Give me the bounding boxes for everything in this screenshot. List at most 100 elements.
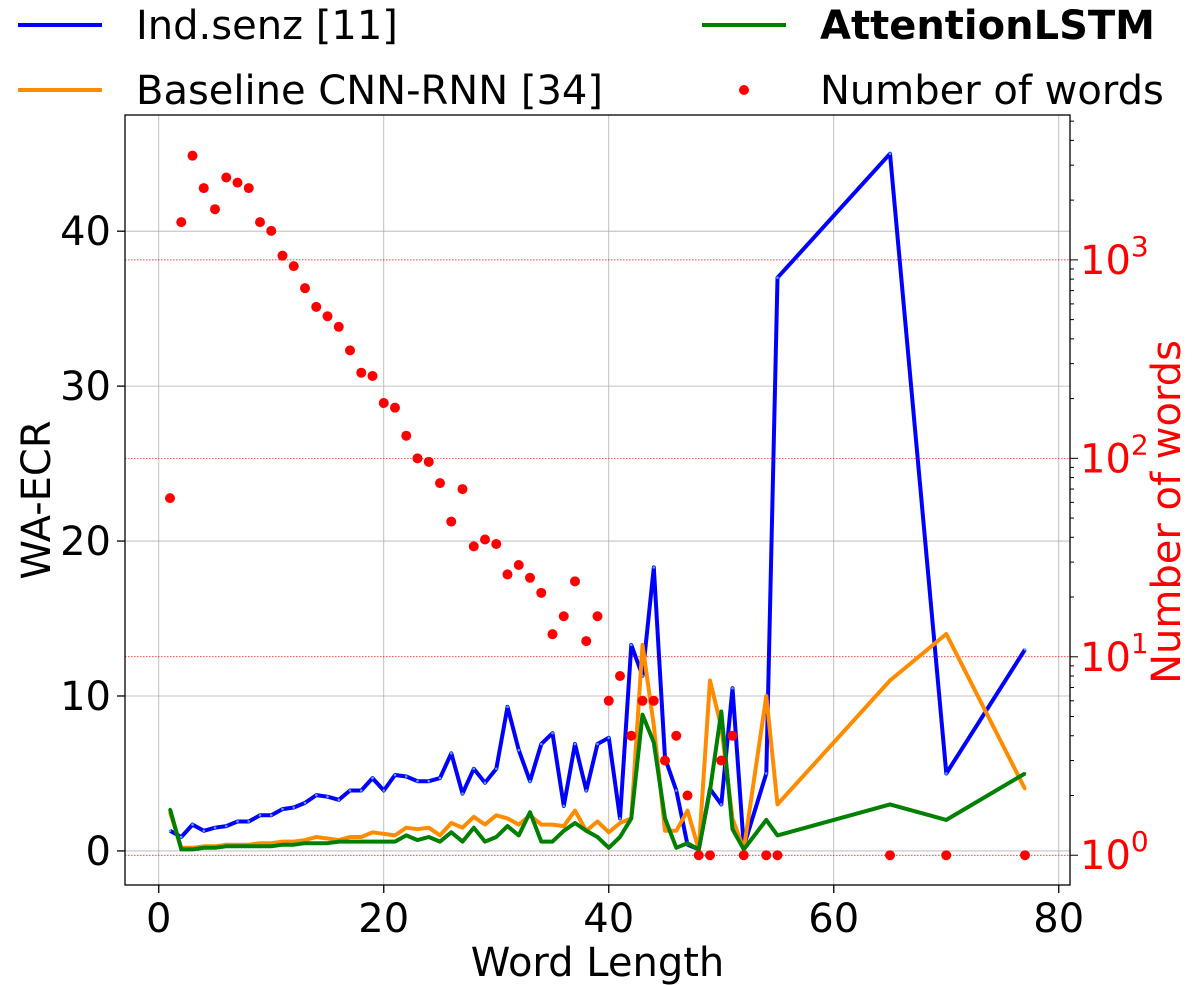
series-2-point-52 (764, 818, 768, 822)
series-1-point-25 (449, 821, 453, 825)
word-count-point-14 (322, 311, 333, 322)
word-count-point-18 (367, 370, 378, 381)
series-2-point-47 (697, 848, 701, 851)
series-2-point-39 (607, 846, 611, 850)
series-0-point-15 (337, 798, 341, 802)
series-0-point-41 (629, 643, 633, 647)
series-2-point-14 (326, 841, 329, 845)
series-2-point-7 (247, 844, 251, 848)
series-1-point-10 (281, 840, 284, 843)
series-1-point-19 (382, 832, 386, 836)
word-count-point-55 (941, 850, 952, 861)
x-tick-label-2: 40 (583, 896, 634, 942)
word-count-point-22 (412, 453, 423, 464)
word-count-point-26 (457, 484, 468, 495)
word-count-point-25 (446, 516, 457, 527)
series-0-point-16 (348, 789, 352, 792)
series-2-point-36 (573, 821, 577, 825)
series-1-point-56 (1023, 787, 1027, 791)
series-0-point-18 (371, 776, 374, 780)
series-2-point-13 (314, 841, 318, 845)
word-count-point-45 (671, 730, 682, 741)
series-0-point-23 (427, 779, 431, 783)
series-2-point-2 (191, 848, 194, 851)
series-2-point-4 (213, 846, 217, 850)
series-2-point-24 (438, 840, 442, 843)
series-0-point-8 (258, 813, 262, 817)
series-0-point-55 (944, 772, 948, 775)
word-count-point-31 (513, 560, 524, 571)
y-tick-label-1: 10 (60, 674, 111, 720)
word-count-point-41 (626, 730, 637, 741)
word-count-point-7 (243, 183, 254, 194)
series-0-point-14 (326, 795, 329, 798)
series-1-point-13 (314, 835, 318, 839)
grid (125, 115, 1070, 885)
word-count-point-0 (165, 493, 175, 504)
series-2-point-31 (517, 834, 521, 837)
x-tick-label-1: 20 (358, 896, 409, 942)
series-0-point-45 (674, 789, 678, 792)
series-2-point-37 (584, 829, 588, 833)
series-2-point-10 (281, 843, 284, 847)
series-1-point-27 (472, 815, 476, 819)
series-0-point-28 (483, 781, 487, 785)
word-count-point-28 (480, 534, 490, 545)
series-1-point-52 (764, 694, 768, 698)
legend: Ind.senz [11] Baseline CNN-RNN [34] Attent… (18, 3, 1164, 114)
y2-tick-label-1: 101 (1080, 627, 1149, 681)
series-2-point-32 (528, 810, 532, 814)
word-count-point-12 (300, 283, 310, 294)
series-0-point-31 (517, 748, 521, 752)
series-0-point-0 (168, 829, 172, 833)
series-0-point-3 (202, 829, 206, 833)
series-0-point-21 (404, 775, 408, 778)
series-0-point-24 (438, 776, 442, 780)
series-1-point-30 (506, 817, 509, 820)
word-count-point-42 (637, 695, 648, 706)
word-count-point-33 (536, 587, 547, 598)
word-count-point-54 (885, 850, 895, 861)
series-1-point-35 (562, 824, 566, 828)
series-2-point-3 (202, 846, 206, 850)
word-count-point-20 (390, 402, 400, 413)
series-0-point-11 (292, 806, 296, 809)
series-2-point-22 (416, 838, 419, 842)
plot-area (165, 150, 1030, 861)
word-count-point-37 (581, 636, 592, 647)
word-count-point-56 (1020, 850, 1030, 861)
word-count-point-5 (221, 172, 232, 183)
word-count-point-2 (187, 150, 198, 161)
series-0-point-10 (281, 807, 284, 811)
series-0-point-53 (776, 276, 779, 279)
series-1-point-16 (348, 835, 352, 839)
series-2-point-15 (337, 840, 341, 843)
legend-label-3: Number of words (820, 68, 1164, 114)
series-0-point-49 (719, 803, 723, 806)
series-1-point-46 (686, 809, 689, 812)
series-1-point-36 (573, 809, 577, 812)
series-2-point-26 (461, 840, 464, 843)
series-0-point-35 (562, 804, 566, 808)
series-2-point-38 (596, 835, 599, 839)
word-count-point-39 (603, 695, 614, 706)
series-2-point-0 (168, 807, 172, 811)
y2-axis-label: Number of words (1144, 340, 1190, 684)
word-count-point-9 (266, 225, 277, 236)
word-count-point-36 (570, 576, 580, 587)
series-1-point-38 (596, 820, 599, 823)
series-1-point-39 (607, 831, 611, 834)
series-0-point-7 (247, 820, 251, 823)
series-0-point-32 (528, 779, 532, 783)
legend-item-2: AttentionLSTM (702, 3, 1155, 49)
legend-label-1: Baseline CNN-RNN [34] (136, 68, 603, 114)
series-1-point-43 (652, 724, 656, 727)
series-2-point-54 (888, 803, 892, 806)
series-2-point-29 (494, 835, 498, 839)
word-count-point-23 (423, 456, 434, 467)
series-0-point-19 (382, 789, 386, 792)
series-2-point-42 (641, 713, 644, 716)
series-0-point-38 (596, 742, 599, 746)
word-count-point-50 (727, 730, 738, 741)
